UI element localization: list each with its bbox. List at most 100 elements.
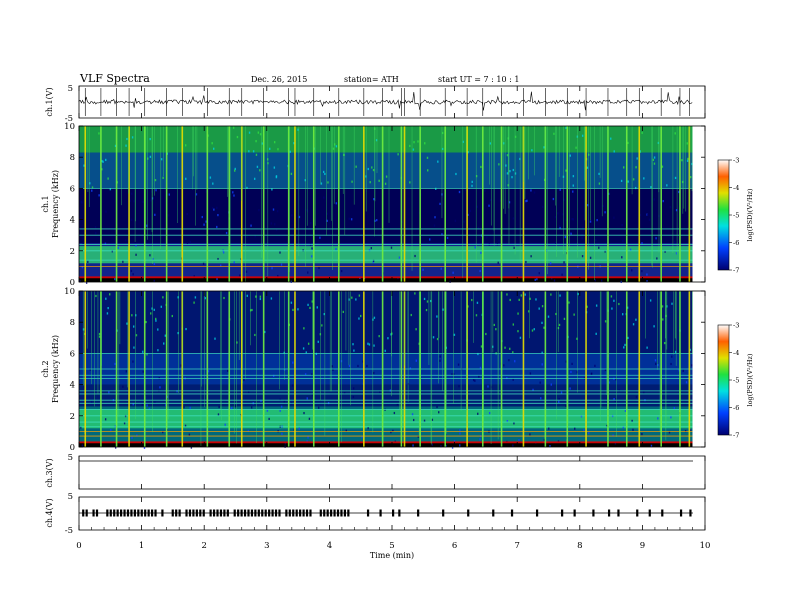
spec-speckle [604, 250, 606, 253]
spec-speckle [164, 334, 167, 337]
ch4-pulse [535, 509, 539, 517]
spec-speckle [598, 182, 601, 185]
spec-speckle [657, 417, 659, 420]
spec-speckle [570, 232, 572, 235]
spec-ytick-label: 6 [70, 184, 75, 194]
spec-speckle [319, 236, 321, 239]
ch4-pulse [188, 509, 192, 517]
spec-speckle [594, 364, 596, 367]
spec-speckle [222, 251, 225, 254]
spec-speckle [664, 250, 666, 253]
spec-speckle [372, 169, 375, 172]
spec-speckle [417, 435, 420, 438]
spec-speckle [271, 267, 273, 270]
spec-speckle [239, 274, 241, 277]
ch4-pulse [336, 509, 340, 517]
spec-speckle [425, 308, 428, 312]
spec-speckle [308, 417, 311, 420]
spec-speckle [153, 262, 156, 265]
spec-speckle [217, 257, 219, 261]
spec-speckle [233, 194, 235, 197]
ch4-pulse [237, 509, 240, 517]
spec-speckle [675, 209, 678, 212]
spec-speckle [368, 343, 371, 346]
spec-speckle [641, 432, 643, 436]
spec-speckle [102, 160, 104, 163]
spec-speckle [513, 422, 515, 425]
spec-speckle [98, 332, 101, 336]
spec-speckle [514, 135, 517, 138]
spec-speckle [322, 170, 325, 174]
spec-speckle [488, 204, 490, 207]
spec-speckle [639, 150, 641, 153]
spec-speckle [117, 246, 119, 249]
ch4-pulse [679, 509, 683, 517]
colorbar-tick-label: -7 [733, 267, 739, 275]
spec-speckle [506, 172, 509, 175]
spec-speckle [327, 181, 329, 184]
spec-speckle [649, 299, 652, 302]
spec-speckle [476, 205, 478, 208]
spec-speckle [571, 362, 573, 365]
spec-speckle [535, 298, 537, 301]
spec-speckle [433, 224, 436, 227]
date-label: Dec. 26, 2015 [251, 75, 307, 84]
spec-speckle [598, 246, 600, 249]
spec-speckle [493, 323, 496, 327]
spec-speckle [216, 277, 218, 281]
spec-speckle [538, 272, 540, 275]
spec-speckle [635, 318, 637, 321]
spec-speckle [471, 298, 473, 302]
spec-speckle [248, 131, 251, 134]
spec-speckle [352, 343, 354, 346]
spec-speckle [480, 345, 483, 348]
spec-speckle [685, 381, 688, 384]
spec-speckle [114, 446, 117, 449]
spec-speckle [504, 346, 506, 349]
spec-speckle [614, 442, 617, 445]
ch4-pulse [417, 509, 420, 517]
spec-speckle [205, 220, 207, 223]
colorbar-tick-label: -3 [733, 322, 739, 330]
spec-speckle [155, 317, 157, 320]
ch4-pulse [274, 509, 278, 517]
ch4-pulse [398, 509, 401, 517]
spec-speckle [373, 344, 375, 347]
spec-speckle [216, 225, 218, 229]
spec-speckle [212, 182, 214, 185]
spec-speckle [142, 370, 144, 373]
ch4-pulse [202, 509, 205, 517]
ch4-pulse [442, 509, 445, 517]
spec-speckle [458, 385, 460, 388]
spec-speckle [150, 312, 152, 315]
spec-speckle [572, 184, 574, 187]
spec-speckle [424, 142, 426, 145]
spec-speckle [371, 166, 373, 169]
spec-speckle [157, 328, 159, 331]
ch4-ytick-top: 5 [68, 492, 73, 502]
ch4-pulse [295, 509, 298, 517]
spec-speckle [272, 208, 275, 211]
spec-speckle [691, 364, 693, 367]
spec-speckle [540, 397, 542, 400]
ch4-pulse [120, 509, 123, 517]
ch4-pulse [340, 509, 343, 517]
spec-speckle [225, 231, 228, 235]
spec-speckle [662, 200, 664, 203]
spec-speckle [303, 327, 305, 330]
ch4-waveform-panel: 5 -5 ch.4(V) [45, 492, 706, 536]
spec-speckle [131, 314, 133, 317]
spec-speckle [503, 364, 505, 367]
spec-speckle [214, 337, 216, 340]
ch1-spectrogram-yticks: 0 2 4 6 8 10 [64, 122, 705, 288]
spec-speckle [608, 381, 610, 384]
time-tick-label: 7 [514, 541, 519, 551]
spec-speckle [542, 205, 544, 208]
spec-speckle [518, 438, 520, 442]
spec-speckle [352, 387, 355, 390]
spec-speckle [266, 409, 269, 412]
spec-speckle [123, 422, 126, 425]
spec-speckle [129, 199, 131, 202]
spec-speckle [277, 274, 279, 278]
spec-speckle [89, 182, 91, 185]
